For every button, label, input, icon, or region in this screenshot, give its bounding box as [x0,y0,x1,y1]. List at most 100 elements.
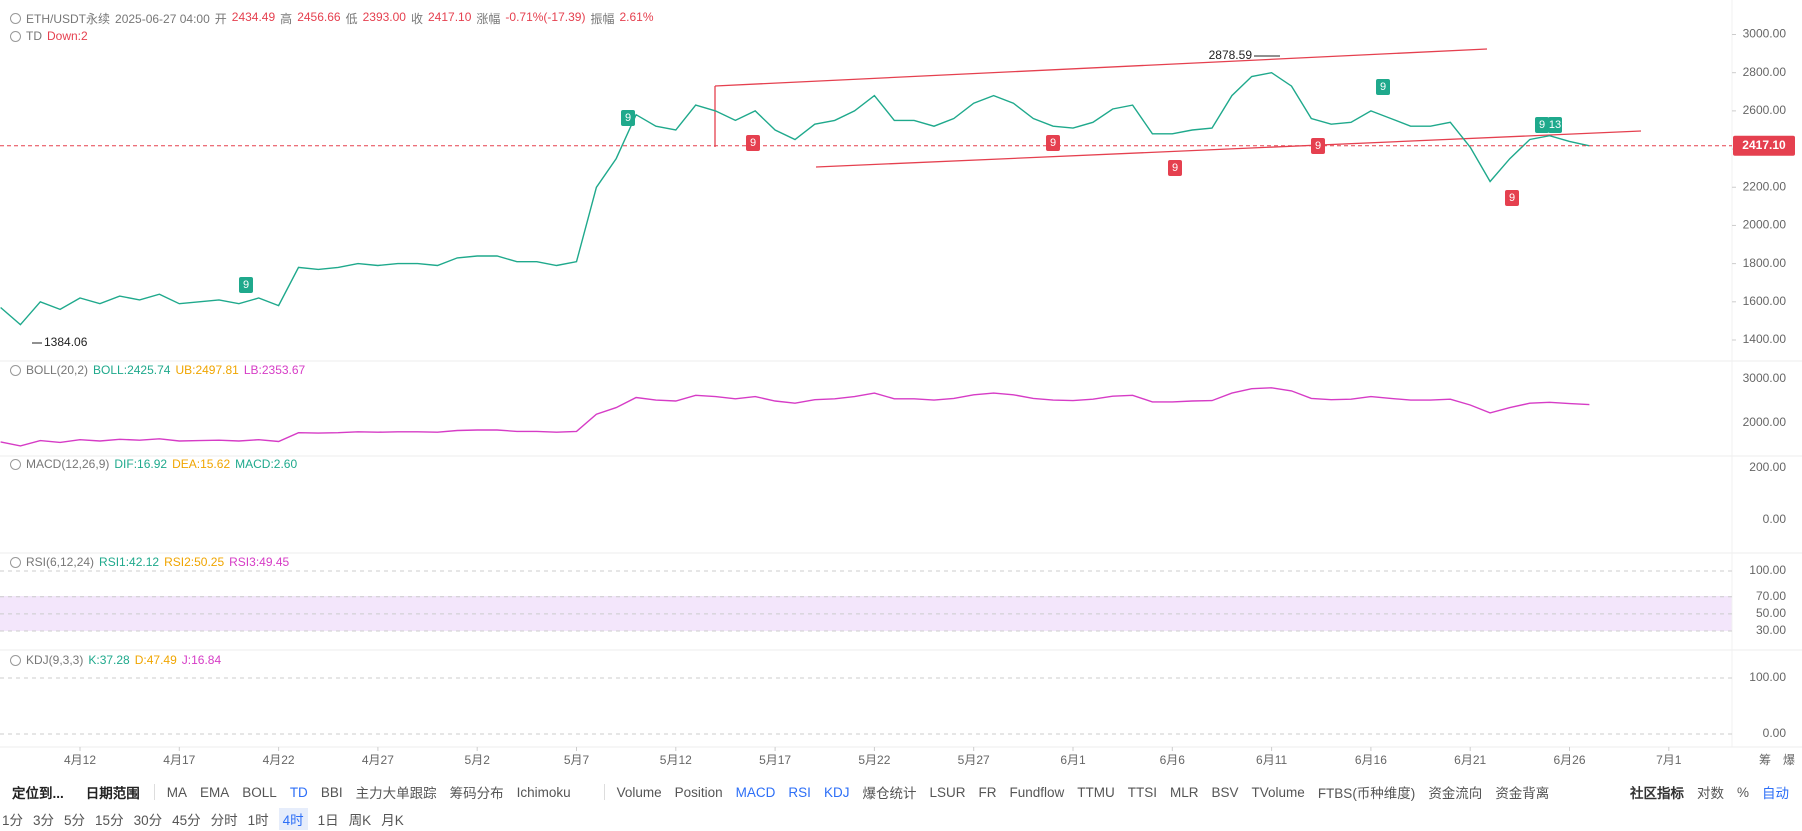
interval[interactable]: 30分 [133,813,163,828]
interval[interactable]: 5分 [64,813,86,828]
price-line [0,71,1590,326]
td-mark-label: 13 [1549,119,1561,131]
interval[interactable]: 15分 [95,813,124,828]
sub-indicator[interactable]: 爆仓统计 [862,786,917,801]
y-tick-label: 50.00 [1756,606,1786,620]
td-mark-label: 9 [243,279,249,291]
main-indicator[interactable]: EMA [200,784,230,800]
field-label: 收 [410,12,423,26]
sub-indicator[interactable]: RSI [788,784,811,800]
sub-indicator[interactable]: KDJ [823,784,850,800]
sub-indicator[interactable]: MACD [735,784,776,800]
td-mark [746,135,760,151]
x-tick-label: 5月27 [958,753,990,767]
locate-button[interactable]: 定位到... [12,786,64,801]
sub-indicator[interactable]: TVolume [1251,784,1305,800]
field-label: 开 [214,12,227,26]
main-indicator[interactable]: TD [289,784,308,800]
td-mark-label: 9 [1509,192,1515,204]
x-tick-label: 5月17 [759,753,791,767]
x-tick-label: 4月12 [64,753,96,767]
x-tick-label: 6月26 [1553,753,1585,767]
interval[interactable]: 3分 [33,813,55,828]
main-indicator[interactable]: Ichimoku [516,784,571,800]
sub-indicator[interactable]: Fundflow [1009,784,1065,800]
td-mark [1168,160,1182,176]
right-option[interactable]: % [1736,784,1749,800]
x-tick-label: 6月6 [1160,753,1186,767]
date-range-button[interactable]: 日期范围 [85,786,140,801]
sub-indicator[interactable]: FTBS(币种维度) [1317,786,1416,801]
field-value: 2456.66 [297,10,341,24]
indicator-name: KDJ(9,3,3) [26,653,84,667]
interval[interactable]: 45分 [172,813,201,828]
y-tick-label: 2000.00 [1743,218,1787,232]
y-tick-label: 1400.00 [1743,332,1787,346]
interval[interactable]: 1时 [247,813,269,828]
field-label: 高 [280,12,293,26]
x-tick-label: 5月2 [465,753,491,767]
td-mark [1046,135,1060,151]
last-price-tag [1733,135,1795,156]
sub-indicator[interactable]: 资金流向 [1428,786,1483,801]
chart: 3000.002800.002600.002400.002200.002000.… [0,0,1802,767]
main-indicator[interactable]: 主力大单跟踪 [355,786,437,801]
sub-indicator[interactable]: TTMU [1077,784,1115,800]
right-option[interactable]: 社区指标 [1629,786,1684,801]
icon [10,556,21,568]
main-indicator[interactable]: BBI [320,784,343,800]
td-mark-label: 9 [1315,140,1321,152]
td-mark-label: 9 [1172,162,1178,174]
x-tick-label: 5月12 [660,753,692,767]
x-tick-label: 5月7 [564,753,590,767]
sub-indicator[interactable]: TTSI [1127,784,1157,800]
y-tick-label: 70.00 [1756,589,1786,603]
interval[interactable]: 分时 [210,813,238,828]
x-tick-label: 6月1 [1060,753,1086,767]
y-tick-label: 2600.00 [1743,103,1787,117]
y-tick-label: 1800.00 [1743,256,1787,270]
sub-indicator[interactable]: Volume [616,784,662,800]
symbol: ETH/USDT永续 [26,12,111,26]
interval[interactable]: 周K [348,813,372,828]
main-indicator[interactable]: 筹码分布 [449,786,504,801]
sub-indicator[interactable]: MLR [1170,784,1199,800]
interval-toolbar: 1分 3分 5分 15分 30分 45分 分时 1时 4时 1日 周K 月K [0,808,1802,830]
indicator-header: RSI(6,12,24) RSI1:42.12 RSI2:50.25 RSI3:49.… [10,555,289,569]
td-mark-label: 9 [750,137,756,149]
td-mark-label: 9 [625,112,631,124]
interval[interactable]: 月K [381,813,404,828]
y-tick-label: 3000.00 [1743,371,1787,385]
ohlc: 开 2434.49 高 2456.66 低 2393.00 收 2417.10 涨幅 -0.71%… [215,10,654,27]
y-tick-label: 100.00 [1749,563,1786,577]
field-label: 低 [345,12,358,26]
td-mark-label: 9 [1380,81,1386,93]
interval[interactable]: 1分 [2,813,24,828]
indicator-value: DIF:16.92 [114,457,168,471]
sub-indicator[interactable]: 资金背离 [1495,786,1550,801]
y-tick-label: 2200.00 [1743,179,1787,193]
x-tick-label: 4月27 [362,753,394,767]
x-tick-label: 4月22 [263,753,295,767]
indicator-value: RSI2:50.25 [164,555,225,569]
main-indicator[interactable]: MA [166,784,188,800]
right-option[interactable]: 对数 [1696,786,1724,801]
sub-indicator[interactable]: Position [674,784,723,800]
td-mark [1505,190,1519,206]
price-header: ETH/USDT永续 2025-06-27 04:00 开 2434.49 高 245… [10,10,654,27]
interval[interactable]: 4时 [278,808,308,830]
indicator-value: MACD:2.60 [235,457,298,471]
td-header: TD Down:2 [10,29,88,43]
interval[interactable]: 1日 [317,813,339,828]
right-option[interactable]: 自动 [1762,786,1789,801]
x-tick-label: 6月21 [1454,753,1486,767]
sub-indicator[interactable]: FR [978,784,997,800]
y-tick-label: 0.00 [1763,726,1787,740]
separator [603,784,605,800]
y-tick-label: 3000.00 [1743,27,1787,41]
icon [10,364,21,376]
sub-indicator[interactable]: BSV [1211,784,1239,800]
main-indicator[interactable]: BOLL [242,784,277,800]
sub-indicator[interactable]: LSUR [929,784,966,800]
field-value: 2393.00 [362,10,406,24]
